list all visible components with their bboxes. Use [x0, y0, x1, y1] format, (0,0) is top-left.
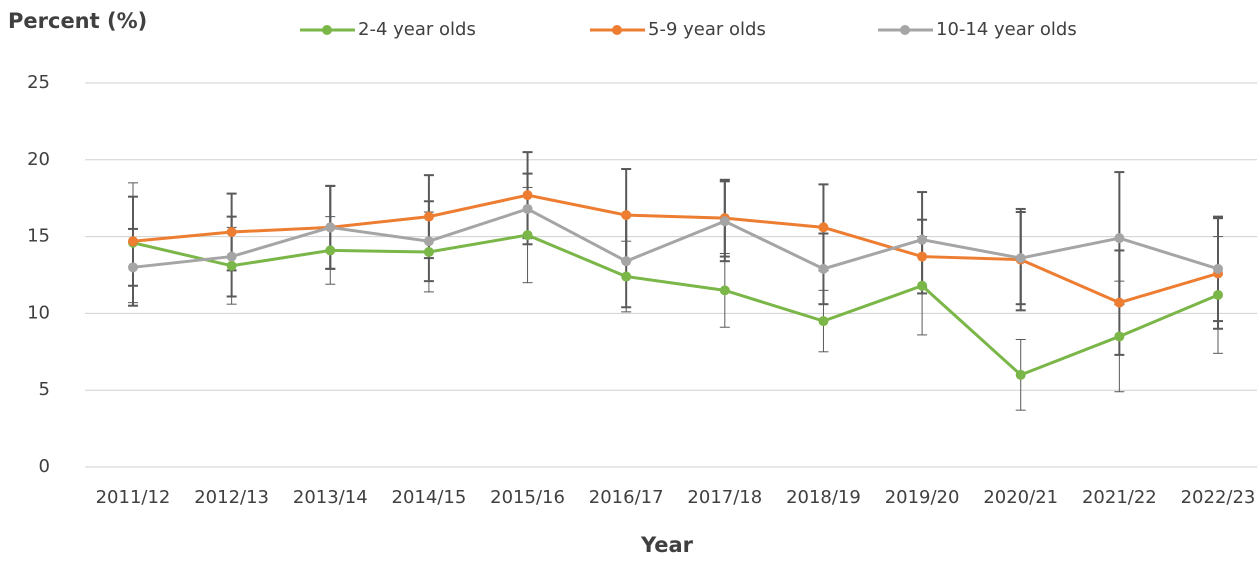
data-point [818, 222, 829, 233]
data-point [226, 260, 237, 271]
data-point [325, 222, 336, 233]
data-point [1114, 297, 1125, 308]
legend-label: 2-4 year olds [358, 19, 476, 40]
x-tick-label: 2014/15 [392, 487, 467, 508]
x-tick-label: 2012/13 [194, 487, 269, 508]
data-point [917, 234, 928, 245]
data-point [423, 236, 434, 247]
data-point [1015, 369, 1026, 380]
series-line [132, 207, 1219, 271]
data-point [1213, 263, 1223, 274]
data-point [621, 256, 632, 267]
y-tick-label: 15 [27, 226, 50, 247]
data-point [128, 262, 138, 273]
data-point [226, 251, 237, 262]
series-line [132, 193, 1219, 305]
legend-marker [322, 25, 332, 35]
y-axis-title: Percent (%) [8, 9, 147, 33]
x-tick-label: 2022/23 [1181, 487, 1256, 508]
legend-label: 10-14 year olds [936, 19, 1077, 40]
data-point [325, 245, 336, 256]
x-tick-label: 2013/14 [293, 487, 368, 508]
legend-marker [900, 25, 910, 35]
data-point [522, 190, 533, 201]
y-tick-label: 25 [27, 72, 50, 93]
data-point [226, 226, 237, 237]
data-point [719, 216, 730, 227]
data-point [423, 246, 434, 257]
series-line [132, 233, 1219, 377]
legend-label: 5-9 year olds [648, 19, 766, 40]
legend-marker [612, 25, 622, 35]
data-point [1213, 289, 1223, 300]
data-point [522, 230, 533, 241]
x-tick-label: 2011/12 [96, 487, 171, 508]
data-point [621, 210, 632, 221]
data-point [818, 263, 829, 274]
x-tick-label: 2015/16 [490, 487, 565, 508]
data-point [1015, 253, 1026, 264]
data-point [621, 271, 632, 282]
data-point [1114, 233, 1125, 244]
data-point [917, 280, 928, 291]
data-point [423, 211, 434, 222]
data-point [818, 316, 829, 327]
data-point [917, 251, 928, 262]
x-tick-label: 2020/21 [983, 487, 1058, 508]
x-tick-label: 2019/20 [885, 487, 960, 508]
x-tick-label: 2016/17 [589, 487, 664, 508]
data-point [522, 203, 533, 214]
data-point [1114, 331, 1125, 342]
data-point [128, 236, 138, 247]
y-tick-label: 0 [39, 456, 50, 477]
y-tick-label: 20 [27, 149, 50, 170]
x-axis-title: Year [640, 533, 694, 557]
x-tick-label: 2018/19 [786, 487, 861, 508]
data-point [719, 285, 730, 296]
y-tick-label: 10 [27, 302, 50, 323]
y-tick-label: 5 [39, 379, 50, 400]
x-tick-label: 2021/22 [1082, 487, 1157, 508]
x-tick-label: 2017/18 [687, 487, 762, 508]
